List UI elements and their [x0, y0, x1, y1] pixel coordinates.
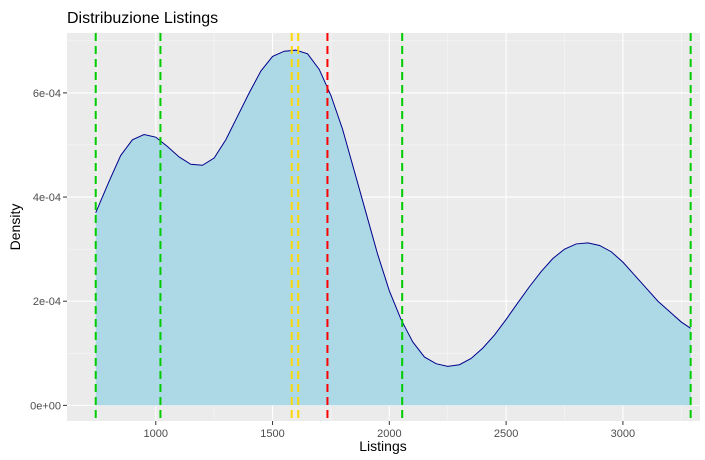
x-tick-label: 2000 — [377, 428, 401, 440]
y-tick-label: 2e-04 — [33, 296, 61, 308]
density-area-layer — [95, 49, 691, 406]
x-axis: 1000 1500 2000 2500 3000 — [144, 421, 635, 440]
y-tick-label: 4e-04 — [33, 192, 61, 204]
y-axis-title: Density — [7, 204, 23, 251]
density-area — [95, 50, 691, 406]
x-tick-label: 3000 — [611, 428, 635, 440]
y-tick-label: 6e-04 — [33, 88, 61, 100]
chart-title: Distribuzione Listings — [67, 10, 218, 27]
x-axis-title: Listings — [359, 438, 406, 454]
x-tick-label: 2500 — [494, 428, 518, 440]
x-tick-label: 1500 — [260, 428, 284, 440]
y-axis: 0e+00 2e-04 4e-04 6e-04 — [30, 88, 67, 412]
density-curve — [95, 49, 691, 367]
x-tick-label: 1000 — [144, 428, 168, 440]
y-tick-label: 0e+00 — [30, 400, 61, 412]
